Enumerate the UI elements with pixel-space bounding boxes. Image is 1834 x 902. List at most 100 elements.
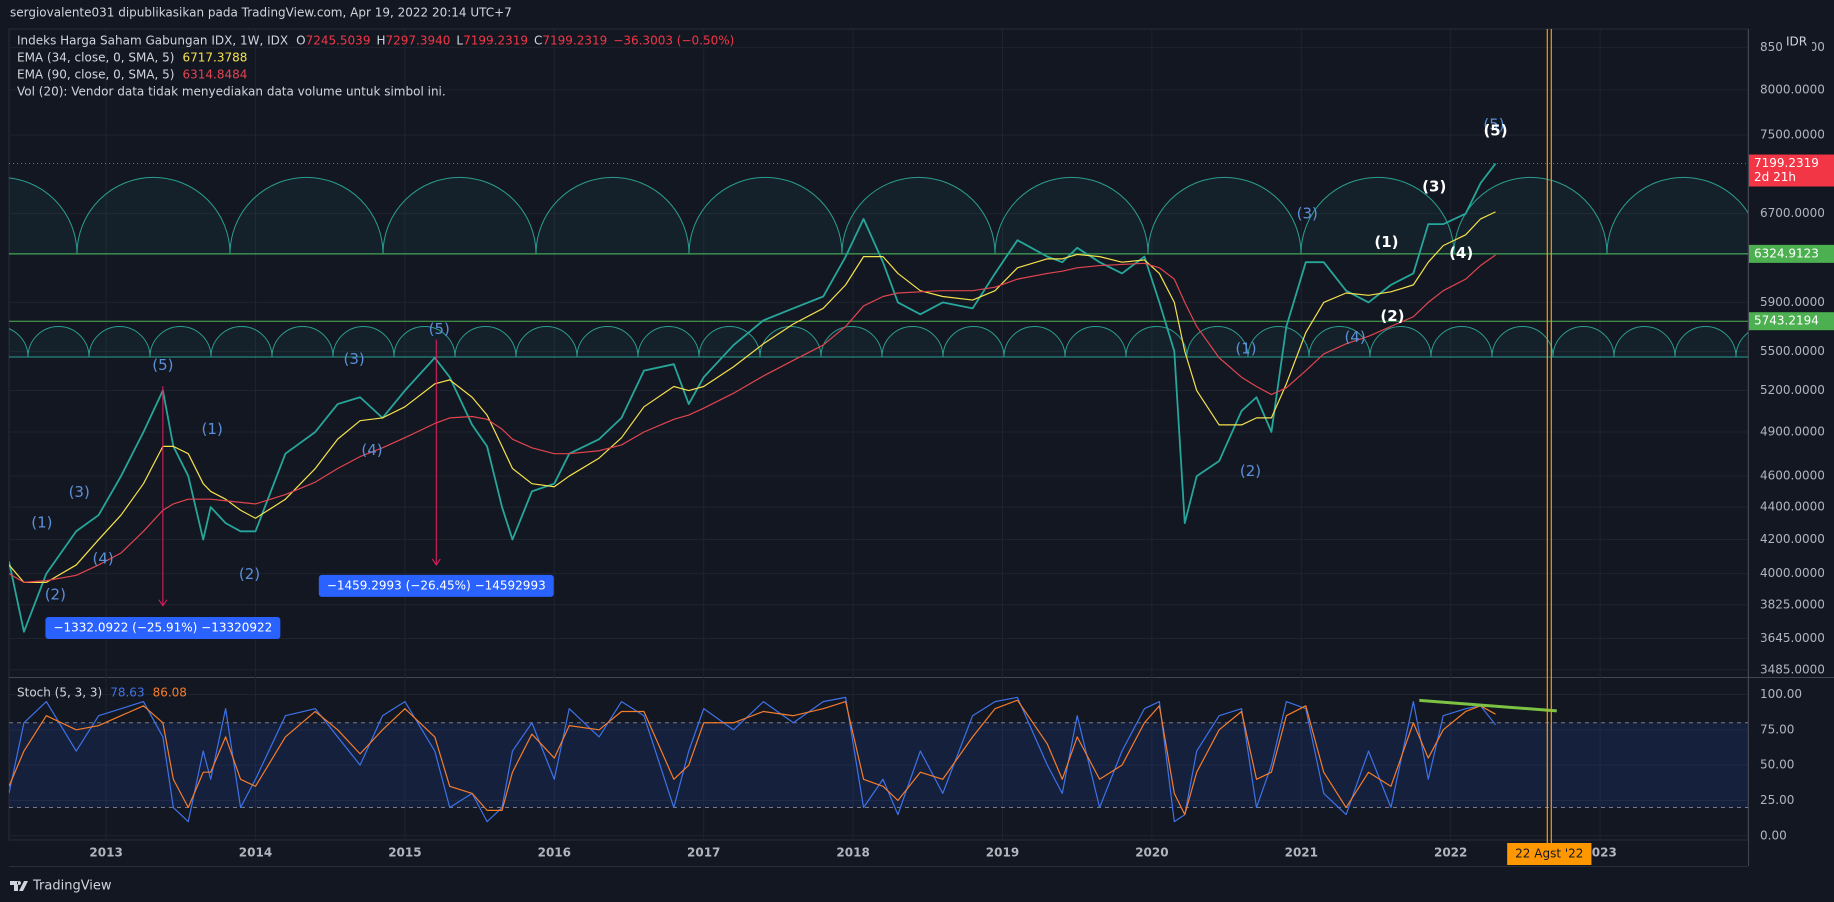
cycle-arc <box>637 326 700 358</box>
cycle-arc <box>1064 326 1127 358</box>
x-tick-label: 2014 <box>239 846 272 860</box>
legend-text: 6717.3788 <box>182 51 247 65</box>
cycle-arc <box>576 326 639 358</box>
wave-label: (2) <box>45 586 66 604</box>
cycle-arc <box>1453 176 1608 255</box>
wave-label: (3) <box>69 483 90 501</box>
y-tick-label: 50.00 <box>1760 758 1794 772</box>
wave-label: (2) <box>239 565 260 583</box>
wave-label: (3) <box>1422 177 1446 195</box>
x-tick-label: 2019 <box>986 846 1019 860</box>
measure-label: −1459.2993 (−26.45%) −14592993 <box>327 578 546 592</box>
stoch-pane <box>9 696 1748 823</box>
cycle-arc <box>841 176 996 255</box>
series-line <box>9 699 1496 816</box>
cycle-arc <box>454 326 517 358</box>
wave-label: (2) <box>1240 462 1261 480</box>
wave-label: (4) <box>1344 328 1365 346</box>
wave-label: (3) <box>1297 204 1318 222</box>
legend-text: Stoch (5, 3, 3) <box>17 686 102 700</box>
legend-text: L <box>456 34 463 48</box>
cycle-arc <box>1552 326 1615 358</box>
wave-label: (5) <box>152 356 173 374</box>
wave-label: (2) <box>1380 307 1404 325</box>
legend-text: H <box>376 34 385 48</box>
y-tick-label: 0.00 <box>1760 828 1787 842</box>
measure-label: −1332.0922 (−25.91%) −13320922 <box>53 620 272 634</box>
legend-text: 7245.5039 <box>306 34 371 48</box>
legend-text: 7297.3940 <box>386 34 451 48</box>
arrow-head <box>158 599 168 607</box>
wave-label: (1) <box>1374 233 1398 251</box>
price-tag <box>1749 244 1834 263</box>
footer-brand: TradingView <box>32 879 112 894</box>
y-tick-label: 4400.0000 <box>1760 500 1825 514</box>
series-line <box>9 254 1496 583</box>
legend-text: O <box>296 34 305 48</box>
measure-box <box>45 616 281 639</box>
cycle-arc <box>27 326 90 358</box>
x-tick-label: 2018 <box>836 846 869 860</box>
cycle-arc <box>1300 176 1455 255</box>
x-tick-label: 2022 <box>1434 846 1467 860</box>
y-tick-label: 5500.0000 <box>1760 344 1825 358</box>
cycle-arc <box>210 326 273 358</box>
main-pane: (1) (2) (3) (4) (5) (1) (2) (3) (4) (5) (3) (1) (2) (… <box>9 116 1748 639</box>
wave-label: (4) <box>1449 244 1473 262</box>
cycle-arc <box>9 328 29 358</box>
x-tick-label: 2015 <box>388 846 421 860</box>
y-tick-label: 4600.0000 <box>1760 469 1825 483</box>
wave-label: (1) <box>202 420 223 438</box>
wave-label: (1) <box>31 513 52 531</box>
legend-text: −36.3003 (−0.50%) <box>613 34 734 48</box>
y-tick-label: 3645.0000 <box>1760 631 1825 645</box>
x-tick-label: 2021 <box>1285 846 1318 860</box>
price-tag <box>1749 154 1834 187</box>
cycle-arc <box>76 176 231 255</box>
y-tick-label: 3825.0000 <box>1760 597 1825 611</box>
x-tick-label: 2023 <box>1583 846 1616 860</box>
axes: 2013 2014 2015 2016 2017 2018 2019 2020 2021 2022… <box>89 29 1834 865</box>
legend-text: C <box>534 34 542 48</box>
y-tick-label: 5200.0000 <box>1760 383 1825 397</box>
measure-box <box>318 574 554 597</box>
cycle-arc <box>1003 326 1066 358</box>
legend: Indeks Harga Saham Gabungan IDX, 1W, IDX… <box>17 34 734 700</box>
cycle-arc <box>1369 326 1432 358</box>
wave-label: (4) <box>92 549 113 567</box>
currency-box <box>1782 33 1812 51</box>
legend-text: 7199.2319 <box>463 34 528 48</box>
cycle-arc <box>994 176 1149 255</box>
cycle-arc <box>382 176 537 255</box>
cycle-arc <box>1147 176 1302 255</box>
legend-text: 6314.8484 <box>182 68 247 82</box>
logo <box>10 881 28 891</box>
cycle-arcs <box>9 176 1748 358</box>
series-line <box>9 696 1496 823</box>
cycle-arc <box>1606 176 1748 255</box>
date-marker-label: 22 Agst '22 <box>1515 847 1583 861</box>
cycle-arc <box>1308 326 1371 358</box>
cycle-arc <box>271 326 334 358</box>
series-line <box>9 211 1496 583</box>
cycle-arc <box>881 326 944 358</box>
grid <box>9 29 1748 840</box>
legend-text: Indeks Harga Saham Gabungan IDX, 1W, IDX <box>17 34 288 48</box>
cycle-arc <box>515 326 578 358</box>
legend-text: 78.63 <box>110 686 144 700</box>
logo-mark <box>10 881 28 891</box>
cycle-arc <box>1430 326 1493 358</box>
wave-label: (5) <box>429 320 450 338</box>
cycle-arc <box>1613 326 1676 358</box>
cycle-arc <box>535 176 690 255</box>
wave-label: (3) <box>343 350 364 368</box>
x-tick-label: 2017 <box>687 846 720 860</box>
wave-label: (5) <box>1483 116 1504 134</box>
legend-text: EMA (90, close, 0, SMA, 5) <box>17 68 174 82</box>
wave-label: (5) <box>1483 121 1507 139</box>
price-tag-sub: 2d 21h <box>1754 170 1796 184</box>
stoch-band <box>9 722 1748 808</box>
